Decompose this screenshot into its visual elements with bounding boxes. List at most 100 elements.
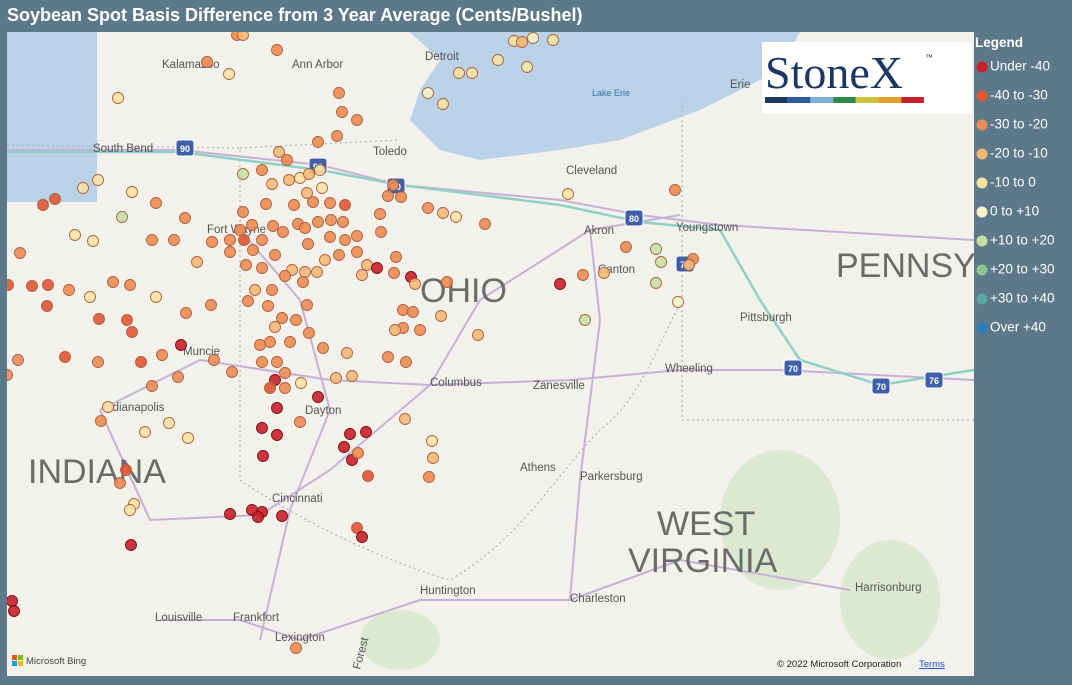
basis-point: [426, 435, 438, 447]
basis-point: [288, 199, 300, 211]
highway-number: 70: [788, 364, 798, 374]
basis-point: [8, 605, 20, 617]
basis-point: [316, 182, 328, 194]
basis-point: [319, 254, 331, 266]
place-label: WEST: [657, 505, 755, 543]
basis-point: [324, 197, 336, 209]
basis-point: [264, 382, 276, 394]
basis-point: [126, 326, 138, 338]
place-label: Lake Erie: [592, 88, 630, 98]
place-label: Ann Arbor: [292, 59, 343, 71]
basis-point: [237, 168, 249, 180]
title: Soybean Spot Basis Difference from 3 Yea…: [7, 5, 583, 25]
basis-point: [279, 270, 291, 282]
legend-swatch: [976, 177, 988, 189]
basis-point: [256, 422, 268, 434]
logo-bar-segment: [833, 97, 856, 103]
basis-point: [283, 174, 295, 186]
basis-point: [7, 369, 13, 381]
basis-point: [437, 207, 449, 219]
basis-point: [269, 321, 281, 333]
legend-swatch: [976, 322, 988, 334]
highway-shield: [175, 139, 195, 157]
place-label: Dayton: [305, 405, 341, 417]
basis-point: [256, 164, 268, 176]
legend-label: -40 to -30: [990, 88, 1048, 103]
basis-point: [299, 266, 311, 278]
basis-point: [77, 182, 89, 194]
basis-point: [344, 428, 356, 440]
basis-point: [331, 130, 343, 142]
place-label: Harrisonburg: [855, 582, 921, 594]
basis-point: [441, 276, 453, 288]
legend-label: -20 to -10: [990, 146, 1048, 161]
basis-point: [375, 226, 387, 238]
place-label: Lexington: [275, 632, 325, 644]
place-label: Akron: [584, 225, 614, 237]
basis-point: [472, 329, 484, 341]
lake-michigan: [7, 32, 97, 202]
basis-point: [14, 247, 26, 259]
basis-point: [271, 356, 283, 368]
basis-point: [312, 216, 324, 228]
basis-point: [126, 186, 138, 198]
basis-point: [276, 510, 288, 522]
basis-point: [267, 220, 279, 232]
basis-point: [182, 432, 194, 444]
basis-point: [655, 256, 667, 268]
basis-point: [69, 229, 81, 241]
basis-point: [93, 313, 105, 325]
place-label: Zanesville: [533, 380, 585, 392]
basis-point: [92, 356, 104, 368]
basis-point: [135, 356, 147, 368]
legend-label: +30 to +40: [990, 291, 1055, 306]
place-label: Frankfort: [233, 612, 280, 624]
basis-point: [269, 249, 281, 261]
place-label: Wheeling: [665, 363, 713, 375]
basis-point: [237, 206, 249, 218]
ms-logo: [18, 661, 23, 666]
basis-point: [301, 299, 313, 311]
basis-point: [352, 447, 364, 459]
place-label: Erie: [730, 79, 750, 91]
basis-point: [124, 279, 136, 291]
logo-bar-segment: [810, 97, 834, 103]
basis-point: [277, 226, 289, 238]
basis-point: [387, 179, 399, 191]
basis-point: [271, 402, 283, 414]
basis-point: [311, 266, 323, 278]
basis-point: [409, 278, 421, 290]
basis-point: [683, 259, 695, 271]
legend-swatch: [976, 206, 988, 218]
basis-point: [579, 314, 591, 326]
basis-point: [414, 324, 426, 336]
basis-point: [290, 642, 302, 654]
logo-bar-segment: [901, 97, 924, 103]
legend-label: -30 to -20: [990, 117, 1048, 132]
basis-point: [256, 234, 268, 246]
basis-point: [303, 168, 315, 180]
basis-point: [361, 259, 373, 271]
basis-point: [339, 199, 351, 211]
lake-st-clair: [600, 32, 760, 60]
basis-point: [262, 300, 274, 312]
place-label: Parkersburg: [580, 471, 643, 483]
basis-point: [84, 291, 96, 303]
place-label: Toledo: [373, 146, 407, 158]
legend-swatch: [976, 61, 988, 73]
basis-point: [577, 269, 589, 281]
basis-point: [7, 279, 14, 291]
terms-link[interactable]: Terms: [919, 659, 945, 670]
place-label: VIRGINIA: [628, 542, 778, 580]
basis-point: [371, 262, 383, 274]
place-label: INDIANA: [28, 453, 166, 491]
highway-shield: [624, 209, 644, 227]
basis-point: [208, 354, 220, 366]
basis-point: [273, 146, 285, 158]
basis-point: [422, 202, 434, 214]
basis-point: [314, 164, 326, 176]
basis-point: [312, 391, 324, 403]
basis-point: [317, 342, 329, 354]
basis-point: [172, 371, 184, 383]
